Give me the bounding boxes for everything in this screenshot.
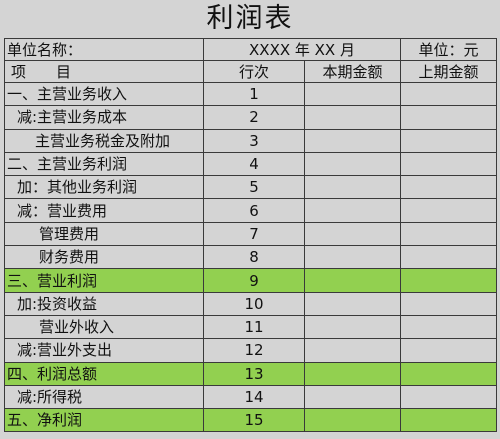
header-seq[interactable]: 行次 bbox=[203, 60, 305, 83]
row-label[interactable]: 五、净利润 bbox=[4, 408, 204, 433]
row-seq[interactable]: 5 bbox=[203, 175, 305, 200]
row-seq[interactable]: 7 bbox=[203, 221, 305, 247]
row-label[interactable]: 加:投资收益 bbox=[4, 291, 204, 316]
current-amount-cell[interactable] bbox=[304, 408, 401, 433]
table-row: 减：营业费用 6 bbox=[4, 198, 497, 223]
row-seq[interactable]: 11 bbox=[203, 314, 305, 340]
current-amount-cell[interactable] bbox=[304, 175, 401, 200]
current-amount-cell[interactable] bbox=[304, 361, 401, 386]
table-row: 一、主营业务收入 1 bbox=[4, 81, 497, 107]
previous-amount-cell[interactable] bbox=[400, 128, 497, 153]
table-row: 加:投资收益 10 bbox=[4, 291, 497, 316]
table-row: 减:营业外支出 12 bbox=[4, 338, 497, 363]
previous-amount-cell[interactable] bbox=[400, 81, 497, 107]
previous-amount-cell[interactable] bbox=[400, 408, 497, 433]
current-amount-cell[interactable] bbox=[304, 81, 401, 107]
row-label[interactable]: 财务费用 bbox=[4, 245, 204, 270]
sheet-title: 利润表 bbox=[206, 3, 294, 34]
previous-amount-cell[interactable] bbox=[400, 338, 497, 363]
table-row: 减:主营业务成本 2 bbox=[4, 105, 497, 130]
current-amount-cell[interactable] bbox=[304, 221, 401, 247]
row-seq[interactable]: 14 bbox=[203, 384, 305, 410]
current-amount-cell[interactable] bbox=[304, 245, 401, 270]
row-label[interactable]: 三、营业利润 bbox=[4, 268, 204, 293]
row-seq[interactable]: 4 bbox=[203, 151, 305, 177]
current-amount-cell[interactable] bbox=[304, 384, 401, 410]
current-amount-cell[interactable] bbox=[304, 314, 401, 340]
previous-amount-cell[interactable] bbox=[400, 198, 497, 223]
table-row: 营业外收入 11 bbox=[4, 314, 497, 340]
row-label[interactable]: 一、主营业务收入 bbox=[4, 81, 204, 107]
current-amount-cell[interactable] bbox=[304, 291, 401, 316]
table-row-highlighted: 四、利润总额 13 bbox=[4, 361, 497, 386]
row-label[interactable]: 减:主营业务成本 bbox=[4, 105, 204, 130]
row-label[interactable]: 四、利润总额 bbox=[4, 361, 204, 386]
table-row-highlighted: 五、净利润 15 bbox=[4, 408, 497, 433]
previous-amount-cell[interactable] bbox=[400, 245, 497, 270]
table-row: 二、主营业务利润 4 bbox=[4, 151, 497, 177]
current-amount-cell[interactable] bbox=[304, 268, 401, 293]
row-seq[interactable]: 6 bbox=[203, 198, 305, 223]
current-amount-cell[interactable] bbox=[304, 198, 401, 223]
current-amount-cell[interactable] bbox=[304, 105, 401, 130]
row-label[interactable]: 主营业务税金及附加 bbox=[4, 128, 204, 153]
row-label[interactable]: 减:营业外支出 bbox=[4, 338, 204, 363]
company-name-label[interactable]: 单位名称： bbox=[4, 38, 204, 61]
current-amount-cell[interactable] bbox=[304, 128, 401, 153]
current-amount-cell[interactable] bbox=[304, 338, 401, 363]
previous-amount-cell[interactable] bbox=[400, 175, 497, 200]
previous-amount-cell[interactable] bbox=[400, 151, 497, 177]
row-seq[interactable]: 3 bbox=[203, 128, 305, 153]
row-seq[interactable]: 15 bbox=[203, 408, 305, 433]
info-row: 单位名称： XXXX 年 XX 月 单位：元 bbox=[4, 38, 497, 61]
previous-amount-cell[interactable] bbox=[400, 221, 497, 247]
row-seq[interactable]: 10 bbox=[203, 291, 305, 316]
row-seq[interactable]: 8 bbox=[203, 245, 305, 270]
row-seq[interactable]: 13 bbox=[203, 361, 305, 386]
unit-cell[interactable]: 单位：元 bbox=[400, 38, 497, 61]
previous-amount-cell[interactable] bbox=[400, 105, 497, 130]
row-seq[interactable]: 9 bbox=[203, 268, 305, 293]
header-item[interactable]: 项 目 bbox=[4, 60, 204, 83]
column-header-row: 项 目 行次 本期金额 上期金额 bbox=[4, 60, 497, 83]
table-row: 加：其他业务利润 5 bbox=[4, 175, 497, 200]
previous-amount-cell[interactable] bbox=[400, 384, 497, 410]
row-label[interactable]: 营业外收入 bbox=[4, 314, 204, 340]
header-previous[interactable]: 上期金额 bbox=[400, 60, 497, 83]
period-cell[interactable]: XXXX 年 XX 月 bbox=[203, 38, 401, 61]
header-current[interactable]: 本期金额 bbox=[304, 60, 401, 83]
previous-amount-cell[interactable] bbox=[400, 314, 497, 340]
row-seq[interactable]: 1 bbox=[203, 81, 305, 107]
current-amount-cell[interactable] bbox=[304, 151, 401, 177]
income-statement-table: 单位名称： XXXX 年 XX 月 单位：元 项 目 行次 本期金额 上期金额 … bbox=[4, 38, 497, 433]
row-label[interactable]: 加：其他业务利润 bbox=[4, 175, 204, 200]
row-seq[interactable]: 12 bbox=[203, 338, 305, 363]
previous-amount-cell[interactable] bbox=[400, 268, 497, 293]
table-row: 财务费用 8 bbox=[4, 245, 497, 270]
previous-amount-cell[interactable] bbox=[400, 291, 497, 316]
table-row: 管理费用 7 bbox=[4, 221, 497, 247]
previous-amount-cell[interactable] bbox=[400, 361, 497, 386]
row-label[interactable]: 减:所得税 bbox=[4, 384, 204, 410]
table-row: 减:所得税 14 bbox=[4, 384, 497, 410]
row-label[interactable]: 减：营业费用 bbox=[4, 198, 204, 223]
table-row-highlighted: 三、营业利润 9 bbox=[4, 268, 497, 293]
row-seq[interactable]: 2 bbox=[203, 105, 305, 130]
table-row: 主营业务税金及附加 3 bbox=[4, 128, 497, 153]
row-label[interactable]: 二、主营业务利润 bbox=[4, 151, 204, 177]
row-label[interactable]: 管理费用 bbox=[4, 221, 204, 247]
